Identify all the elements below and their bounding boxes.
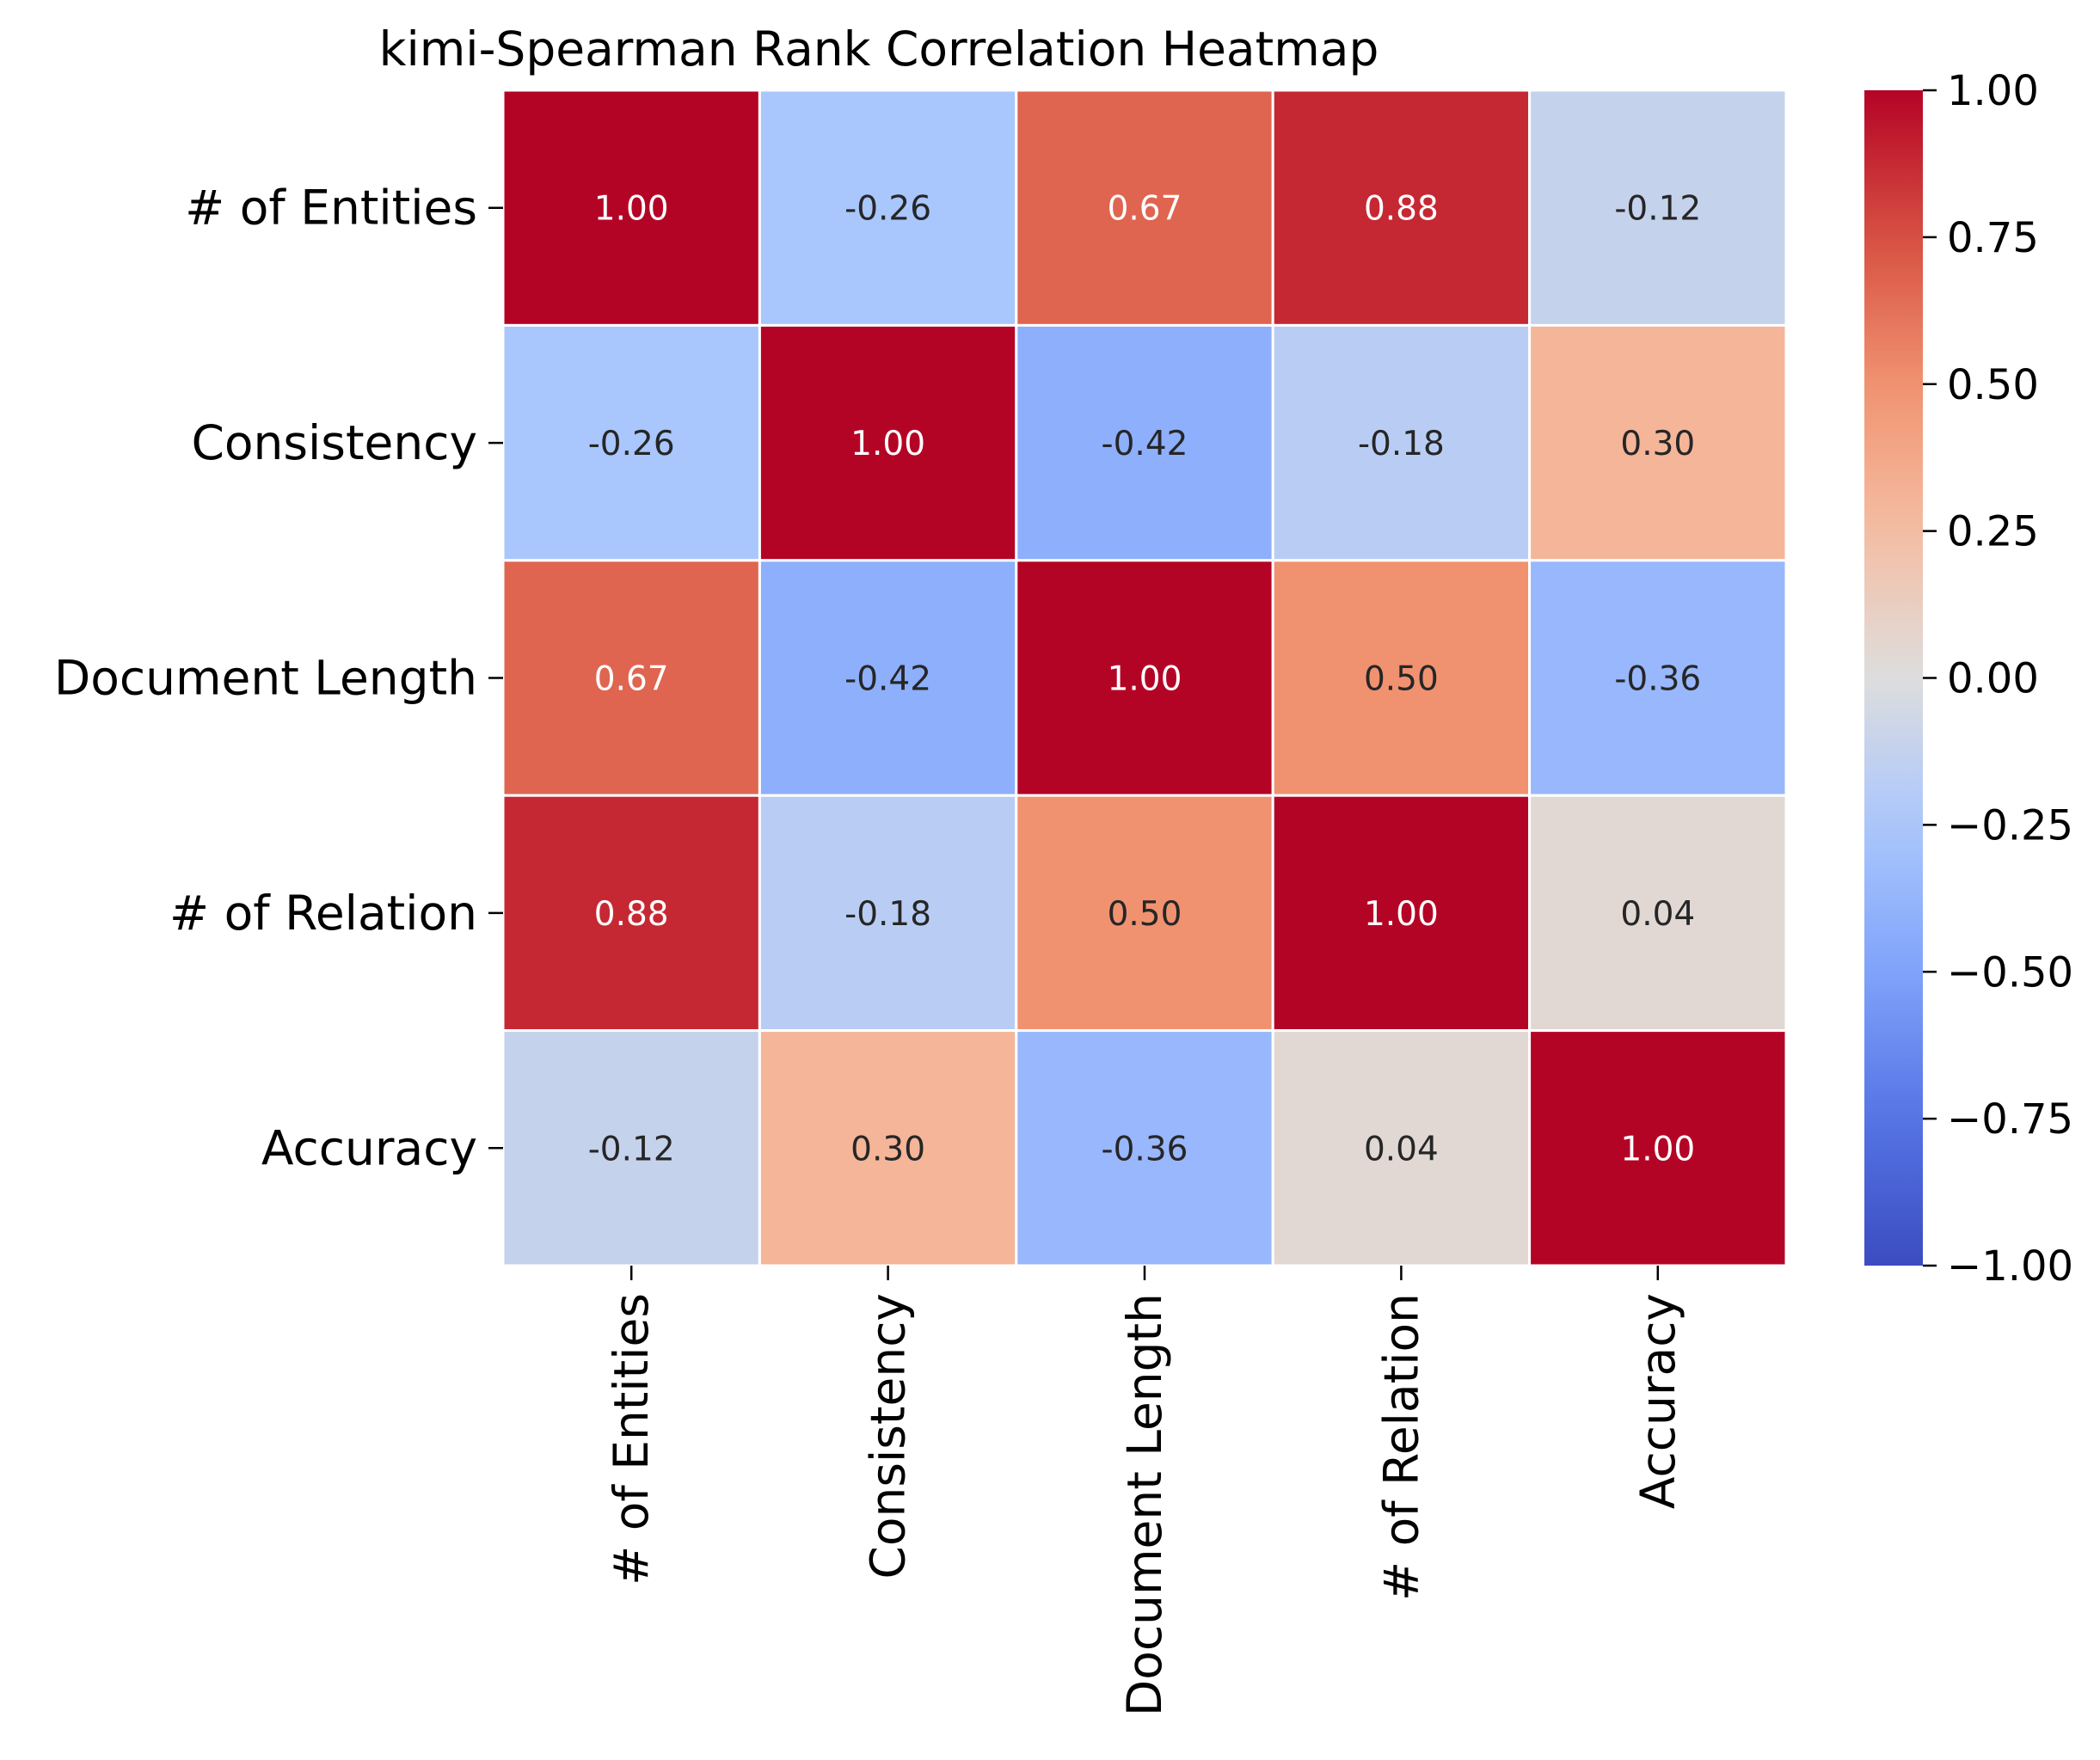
cell-value-label: -0.18	[844, 895, 931, 934]
row-labels: # of Entities Consistency Document Length #…	[54, 181, 503, 1175]
heatmap-cell	[1271, 794, 1532, 1033]
colorbar-tick-label: 0.25	[1947, 508, 2039, 556]
heatmap-cell	[758, 89, 1018, 327]
colorbar-tick-label: 0.00	[1947, 655, 2039, 703]
row-label: # of Entities	[185, 181, 477, 236]
heatmap-cell	[758, 794, 1018, 1033]
heatmap-cell	[1015, 1029, 1274, 1267]
colorbar-tick-label: −0.25	[1947, 801, 2073, 849]
cell-value-label: 0.30	[850, 1130, 925, 1168]
cell-value-label: 0.50	[1108, 895, 1182, 934]
heatmap-cell	[1015, 89, 1274, 327]
row-label: Consistency	[191, 415, 477, 470]
cell-value-label: -0.26	[844, 190, 931, 229]
heatmap-cell	[1528, 323, 1788, 562]
cell-value-label: -0.42	[844, 660, 931, 699]
cell-value-label: 0.88	[594, 895, 669, 934]
column-label: Consistency	[861, 1293, 916, 1579]
heatmap-cell	[758, 559, 1018, 797]
column-label: # of Relation	[1373, 1293, 1428, 1601]
cell-value-label: -0.36	[1102, 1130, 1188, 1168]
cell-value-label: 0.30	[1620, 425, 1695, 463]
heatmap-cell	[1528, 1029, 1788, 1267]
cell-value-label: 0.50	[1364, 660, 1439, 699]
colorbar-tick-label: −0.75	[1947, 1095, 2073, 1144]
cell-value-label: -0.26	[588, 425, 675, 463]
cell-value-label: 1.00	[1108, 660, 1182, 699]
cell-value-label: 1.00	[1620, 1130, 1695, 1168]
chart-title: kimi-Spearman Rank Correlation Heatmap	[379, 21, 1379, 77]
heatmap-cell	[501, 323, 761, 562]
heatmap-cell	[1015, 794, 1274, 1033]
cell-value-label: -0.42	[1102, 425, 1188, 463]
row-label: # of Relation	[169, 886, 477, 941]
heatmap-cells: 1.00 -0.26 0.67 0.88 -0.12 -0.26 1.00 -0.42 -0.1…	[501, 89, 1788, 1267]
colorbar-tick-label: 0.50	[1947, 361, 2039, 409]
colorbar-tick-label: 1.00	[1947, 67, 2039, 115]
cell-value-label: 1.00	[1364, 895, 1439, 934]
heatmap-cell	[1271, 559, 1532, 797]
cell-value-label: 0.88	[1364, 190, 1439, 229]
heatmap-cell	[1015, 323, 1274, 562]
cell-value-label: 0.04	[1364, 1130, 1439, 1168]
row-label: Document Length	[54, 651, 477, 706]
row-label: Accuracy	[261, 1120, 477, 1175]
colorbar-tick-label: −0.50	[1947, 948, 2073, 997]
heatmap-cell	[1528, 794, 1788, 1033]
heatmap-cell	[501, 89, 761, 327]
heatmap-cell	[1271, 89, 1532, 327]
cell-value-label: -0.18	[1358, 425, 1445, 463]
heatmap-cell	[1528, 89, 1788, 327]
cell-value-label: 0.67	[1108, 190, 1182, 229]
column-label: Document Length	[1117, 1293, 1172, 1716]
cell-value-label: 0.67	[594, 660, 669, 699]
colorbar-tick-label: 0.75	[1947, 214, 2039, 262]
colorbar-gradient	[1864, 90, 1923, 1266]
column-labels: # of Entities Consistency Document Length #…	[604, 1266, 1686, 1716]
column-label: # of Entities	[604, 1293, 659, 1585]
heatmap-cell	[1015, 559, 1274, 797]
colorbar-tick-label: −1.00	[1947, 1242, 2073, 1291]
cell-value-label: 1.00	[850, 425, 925, 463]
heatmap-cell	[501, 1029, 761, 1267]
cell-value-label: 1.00	[594, 190, 669, 229]
cell-value-label: -0.36	[1614, 660, 1701, 699]
heatmap-cell	[1528, 559, 1788, 797]
cell-value-label: -0.12	[588, 1130, 675, 1168]
cell-value-label: -0.12	[1614, 190, 1701, 229]
colorbar: 1.00 0.75 0.50 0.25 0.00 −0.25 −0.50 −0.75 −1.00	[1864, 67, 2073, 1291]
heatmap-cell	[758, 1029, 1018, 1267]
column-label: Accuracy	[1630, 1293, 1686, 1509]
cell-value-label: 0.04	[1620, 895, 1695, 934]
